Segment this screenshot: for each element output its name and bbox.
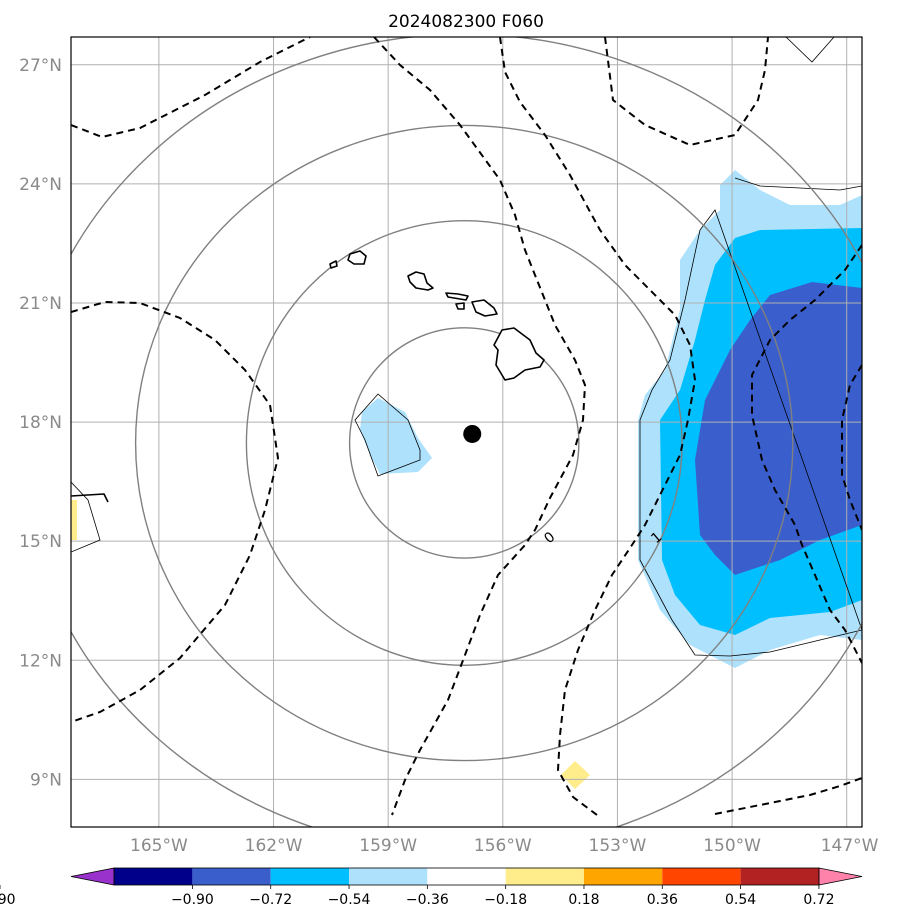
lat-tick-label: 12°N xyxy=(19,651,62,671)
axis-ticks: 27°N 24°N 21°N 18°N 15°N 12°N 9°N 165°W 162°W 159… xyxy=(19,56,879,856)
coastlines xyxy=(71,250,545,503)
lon-tick-label: 165°W xyxy=(130,836,188,856)
lon-tick-label: 159°W xyxy=(359,836,417,856)
dashed-contour-3 xyxy=(373,37,587,816)
island-oahu xyxy=(407,271,434,291)
range-rings xyxy=(71,37,862,827)
colorbar-segment xyxy=(114,868,193,885)
colorbar-tick-label: −0.72 xyxy=(249,892,292,908)
colorbar-segment xyxy=(349,868,428,885)
lon-tick-label: 162°W xyxy=(245,836,303,856)
island-niihau xyxy=(329,260,338,269)
shade-yellow-west-edge xyxy=(71,500,77,540)
colorbar-tick-label: 0.90 xyxy=(0,892,16,908)
dashed-contour-1 xyxy=(71,37,311,139)
thin-contour-west-wedge xyxy=(354,393,421,477)
colorbar-tick-label: 0.54 xyxy=(725,892,756,908)
map-title: 2024082300 F060 xyxy=(388,12,544,32)
island-maui xyxy=(471,299,498,317)
colorbar-tick-label: 0.18 xyxy=(568,892,599,908)
map-frame xyxy=(70,36,863,828)
colorbar-extend-max xyxy=(818,867,863,886)
colorbar: −0.90 −0.72 −0.54 −0.36 −0.18 0.18 0.36 0.54 0.7… xyxy=(0,867,863,908)
colorbar-segment xyxy=(740,868,819,885)
thin-contour-top-right xyxy=(785,37,835,63)
dashed-contour-5 xyxy=(604,37,769,147)
lat-tick-label: 15°N xyxy=(19,532,62,552)
colorbar-tick-label: −0.90 xyxy=(171,892,214,908)
dashed-contour-4 xyxy=(499,37,697,816)
colorbar-tick-label: −0.54 xyxy=(328,892,371,908)
range-ring xyxy=(348,327,580,559)
lon-tick-label: 156°W xyxy=(474,836,532,856)
shaded-field-east xyxy=(638,170,862,668)
colorbar-frame xyxy=(113,867,820,886)
dashed-contour-6 xyxy=(751,244,862,664)
shade-royal-blue-east xyxy=(695,282,862,575)
colorbar-segment xyxy=(427,868,506,885)
thin-contour-west-edge xyxy=(71,481,101,553)
colorbar-tick-label: −0.18 xyxy=(484,892,527,908)
island-kauai xyxy=(347,250,367,265)
shade-yellow-diamond xyxy=(561,761,590,789)
colorbar-segment xyxy=(662,868,741,885)
lat-tick-label: 27°N xyxy=(19,56,62,76)
island-hawaii xyxy=(493,327,545,381)
lon-tick-label: 147°W xyxy=(821,836,879,856)
shade-light-blue-west xyxy=(360,398,432,474)
dashed-contours xyxy=(71,37,862,816)
colorbar-tick-label: −0.36 xyxy=(406,892,449,908)
thin-contour-east xyxy=(639,177,862,657)
lat-tick-label: 24°N xyxy=(19,175,62,195)
range-ring xyxy=(245,219,683,666)
dashed-contour-2 xyxy=(71,300,280,723)
lat-tick-label: 21°N xyxy=(19,294,62,314)
colorbar-segment xyxy=(583,868,663,885)
dashed-contour-7 xyxy=(841,364,862,531)
colorbar-tick-label: 0.36 xyxy=(647,892,678,908)
lon-tick-label: 150°W xyxy=(703,836,761,856)
colorbar-segment xyxy=(505,868,584,885)
colorbar-segment xyxy=(270,868,350,885)
colorbar-tick-label: 0.72 xyxy=(803,892,834,908)
graticule xyxy=(71,37,862,827)
island-molokai xyxy=(445,292,469,301)
colorbar-segment xyxy=(192,868,271,885)
dashed-contour-8 xyxy=(714,777,862,815)
colorbar-extend-min xyxy=(70,867,115,886)
range-ring xyxy=(134,124,794,762)
lat-tick-label: 9°N xyxy=(30,770,62,790)
island-lanai xyxy=(455,302,465,310)
lon-tick-label: 153°W xyxy=(589,836,647,856)
thin-contours xyxy=(71,37,862,657)
storm-center-marker xyxy=(463,424,482,443)
lat-tick-label: 18°N xyxy=(19,413,62,433)
island-west-fragment xyxy=(71,493,109,503)
